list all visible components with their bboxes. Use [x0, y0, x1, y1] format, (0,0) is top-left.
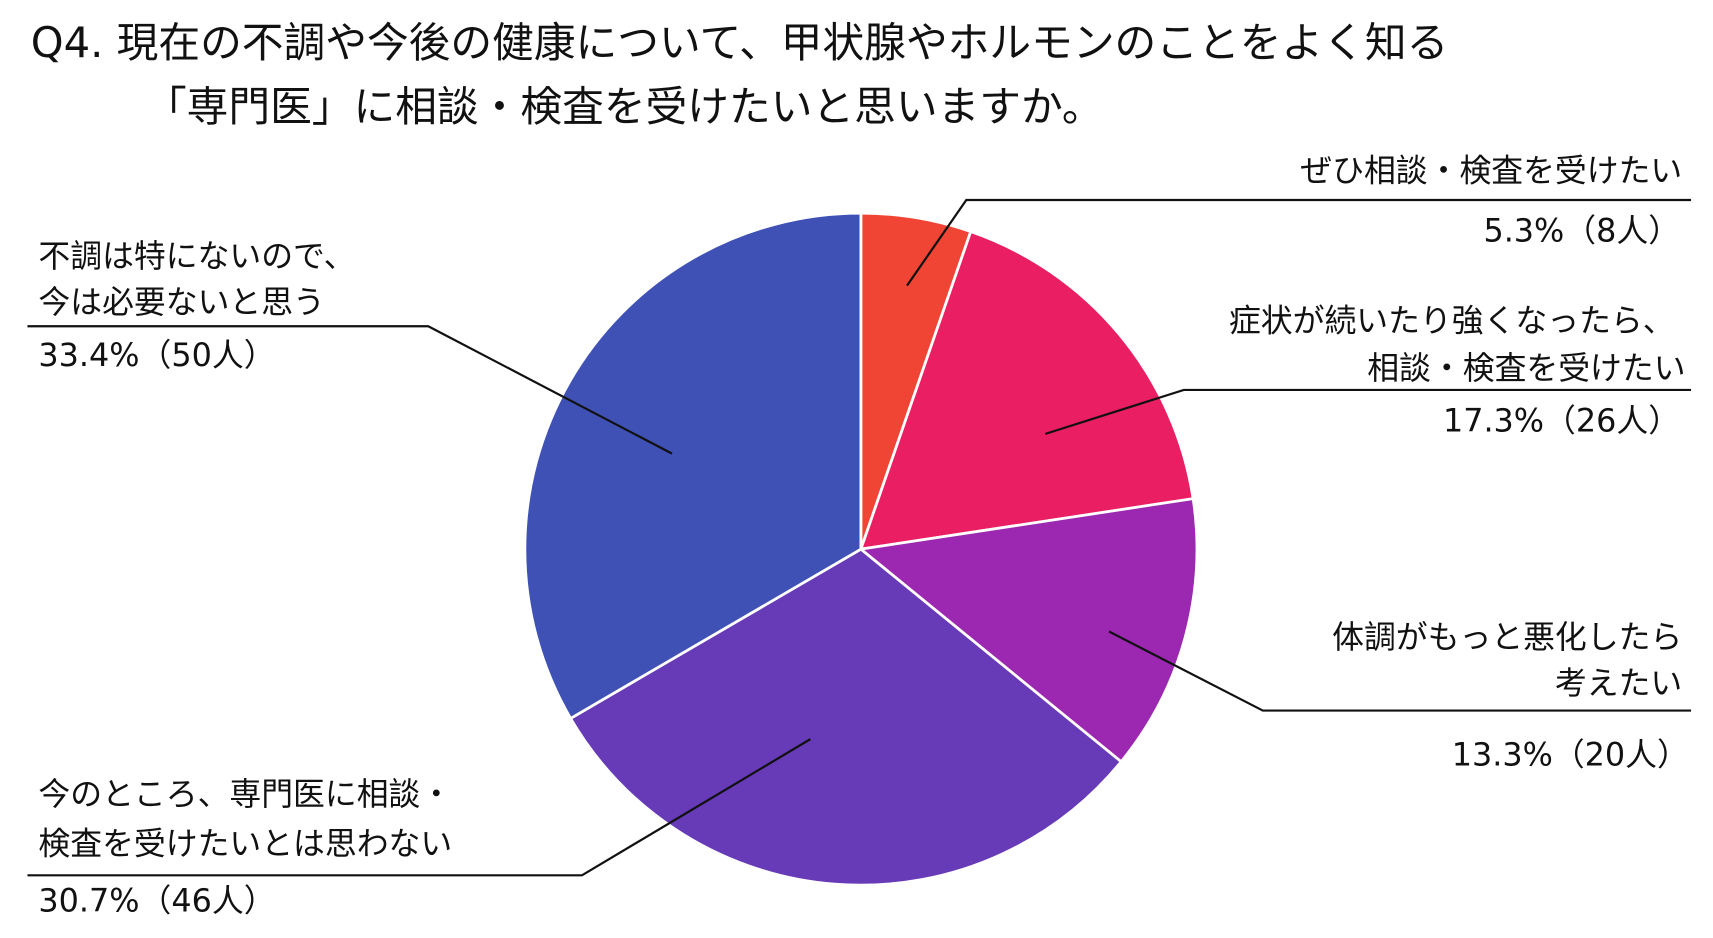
slice-label-4-line-2: 今は必要ないと思う — [38, 283, 324, 321]
slice-label-4-line-1: 不調は特にないので、 — [38, 237, 355, 275]
chart-title-line-2: 「専門医」に相談・検査を受けたいと思いますか。 — [145, 82, 1104, 131]
slice-value-0: 5.3%（8人） — [1483, 212, 1680, 250]
leader-lines — [27, 198, 1692, 877]
pie-slice-4 — [523, 211, 863, 721]
slice-label-3-line-2: 検査を受けたいとは思わない — [38, 824, 452, 862]
pie-slice-2 — [857, 497, 1199, 764]
slice-value-1: 17.3%（26人） — [1443, 402, 1680, 440]
slice-label-1-line-2: 相談・検査を受けたい — [1367, 349, 1685, 387]
slice-label-2-line-1: 体調がもっと悪化したら — [1332, 618, 1682, 656]
leader-line-1 — [1045, 388, 1692, 435]
slice-label-2-line-2: 考えたい — [1555, 664, 1682, 702]
slice-value-3: 30.7%（46人） — [38, 882, 275, 920]
slice-value-2: 13.3%（20人） — [1452, 735, 1689, 773]
slice-value-4: 33.4%（50人） — [38, 336, 275, 374]
leader-line-4 — [27, 325, 673, 455]
slice-label-1-line-1: 症状が続いたり強くなったら、 — [1229, 302, 1675, 340]
slice-labels: ぜひ相談・検査を受けたい 5.3%（8人） 症状が続いたり強くなったら、 相談・… — [38, 151, 1688, 919]
leader-line-0 — [906, 198, 1692, 287]
slice-label-3-line-1: 今のところ、専門医に相談・ — [38, 775, 452, 813]
slice-label-0-line-1: ぜひ相談・検査を受けたい — [1300, 151, 1682, 189]
leader-line-2 — [1108, 630, 1692, 712]
chart-title-line-1: Q4. 現在の不調や今後の健康について、甲状腺やホルモンのことをよく知る — [31, 18, 1449, 67]
pie-slice-1 — [858, 229, 1195, 551]
leader-line-3 — [27, 738, 811, 877]
pie-slices — [523, 211, 1199, 887]
